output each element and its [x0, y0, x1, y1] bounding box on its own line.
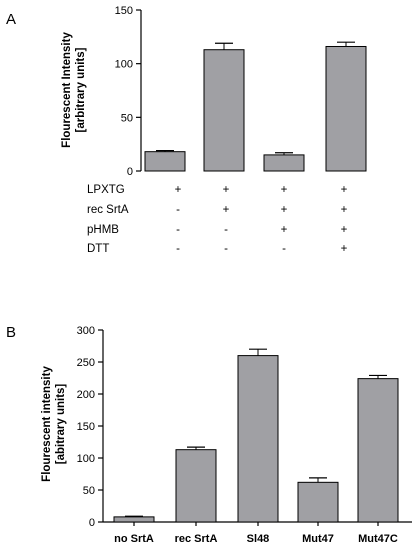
chart-b-bar [357, 378, 399, 523]
chart-b-bar [297, 481, 339, 523]
condition-label: pHMB [87, 224, 119, 236]
condition-mark: + [175, 184, 182, 196]
chart-b-category-label: Mut47C [358, 533, 398, 545]
condition-label: LPXTG [87, 184, 125, 196]
chart-a-ylabel-line1: Flourescent Intensity [61, 32, 73, 148]
chart-b-bar [113, 516, 155, 523]
chart-b-category-label: Mut47 [302, 533, 334, 545]
chart-b-ylabel-line2: [abitrary units] [55, 384, 67, 465]
chart-a-bar [263, 154, 305, 172]
chart-b-ytick-label: 0 [89, 517, 95, 529]
condition-mark: - [282, 243, 286, 255]
condition-mark: + [281, 224, 288, 236]
panel-b-letter: B [6, 324, 16, 341]
chart-b-category-label: no SrtA [114, 533, 154, 545]
chart-a-bar [144, 151, 186, 172]
chart-b-ytick-label: 300 [77, 325, 95, 337]
condition-mark: + [341, 204, 348, 216]
chart-a-ytick-label: 100 [115, 59, 133, 71]
panel-a-letter: A [6, 11, 16, 28]
chart-a-ytick-label: 50 [121, 112, 133, 124]
condition-label: DTT [87, 243, 109, 255]
chart-b-bar [237, 355, 279, 523]
chart-b-category-label: rec SrtA [175, 533, 218, 545]
condition-mark: - [176, 204, 180, 216]
condition-label: rec SrtA [87, 204, 129, 216]
condition-mark: - [176, 243, 180, 255]
condition-mark: + [341, 243, 348, 255]
condition-mark: + [341, 224, 348, 236]
condition-mark: + [223, 184, 230, 196]
chart-a-ytick-label: 0 [127, 166, 133, 178]
condition-mark: + [281, 184, 288, 196]
chart-b-ytick-label: 200 [77, 389, 95, 401]
chart-a-bar [203, 49, 245, 172]
chart-b-ytick-label: 250 [77, 357, 95, 369]
condition-mark: + [341, 184, 348, 196]
chart-b-category-label: Sl48 [247, 533, 270, 545]
chart-b-ytick-label: 150 [77, 421, 95, 433]
chart-b-ylabel-line1: Flourescent intensity [41, 366, 53, 482]
chart-a-ylabel-line2: [arbitrary units] [75, 47, 87, 132]
condition-mark: - [224, 224, 228, 236]
condition-mark: - [176, 224, 180, 236]
chart-a-bar [325, 45, 367, 172]
chart-b-ytick-label: 50 [83, 485, 95, 497]
chart-a-ytick-label: 150 [115, 5, 133, 17]
condition-mark: - [224, 243, 228, 255]
condition-mark: + [281, 204, 288, 216]
chart-a: Flourescent Intensity [arbitrary units] … [61, 5, 367, 255]
chart-b: Flourescent intensity [abitrary units] 0… [41, 325, 412, 545]
condition-mark: + [223, 204, 230, 216]
chart-b-bar [175, 449, 217, 523]
chart-b-ytick-label: 100 [77, 453, 95, 465]
